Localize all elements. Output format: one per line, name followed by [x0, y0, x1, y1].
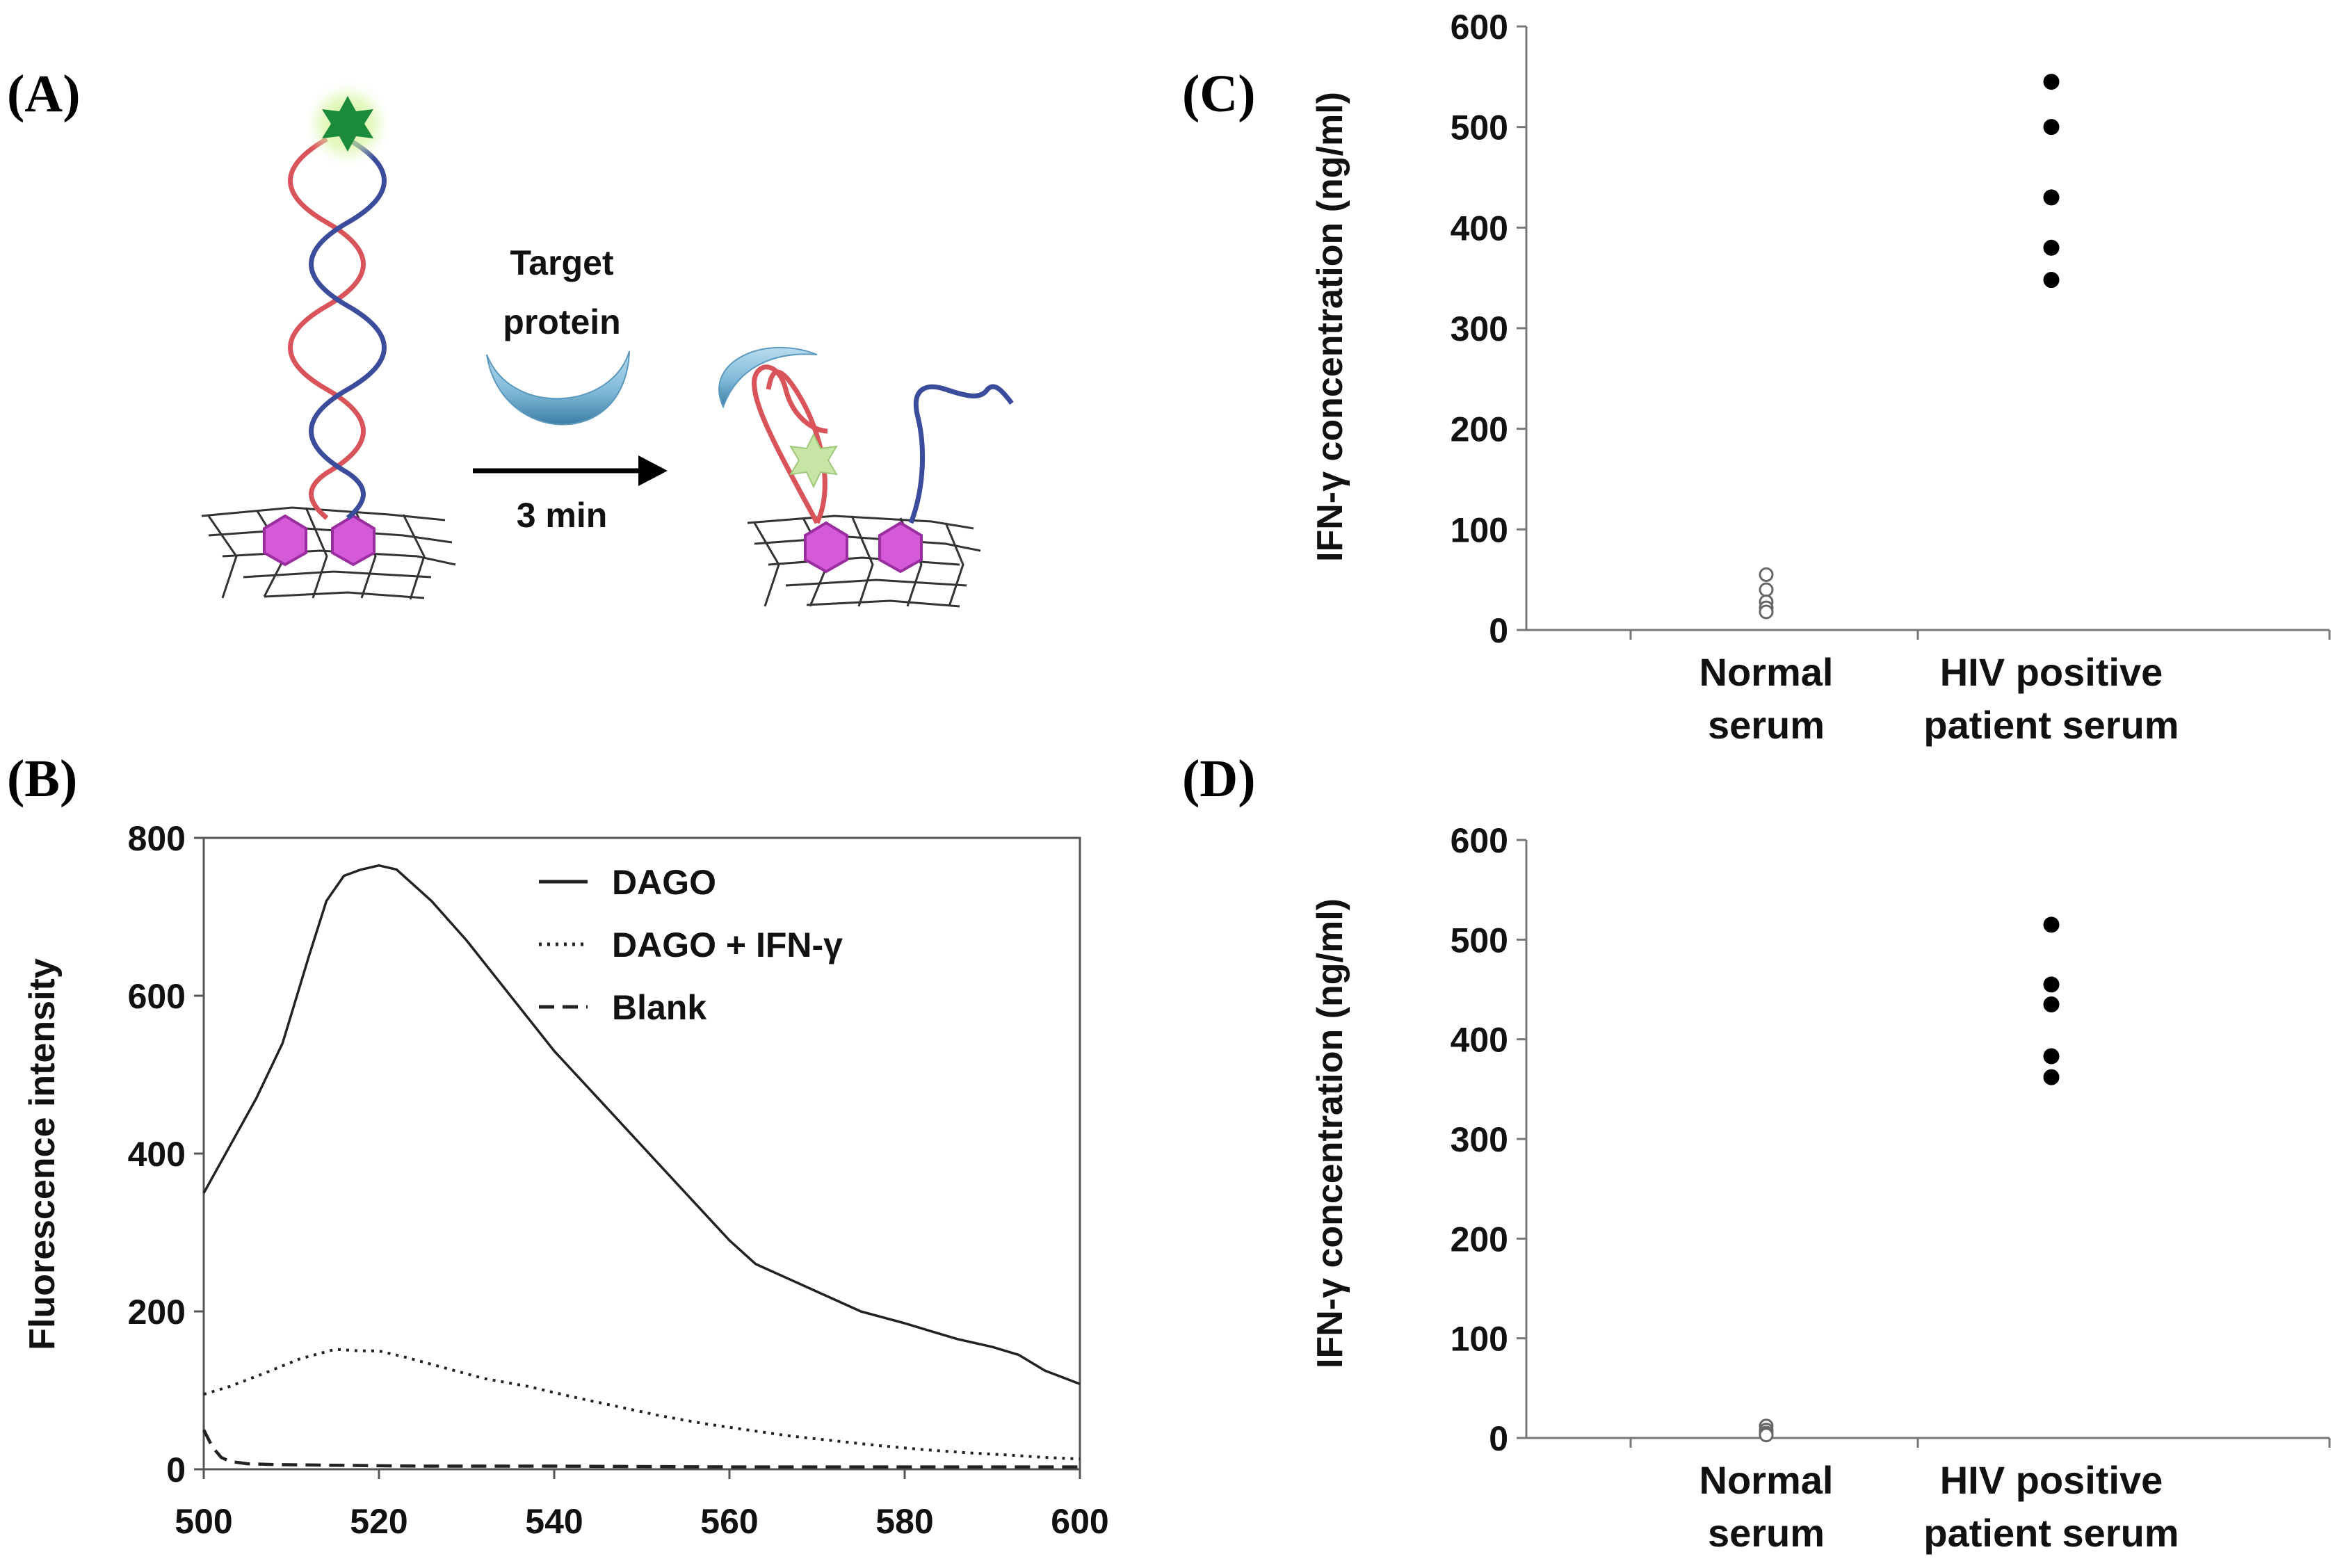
arrow-label-target: Target: [510, 243, 613, 282]
panel-b-label: (B): [7, 750, 77, 808]
panel-d-ytick-label: 100: [1451, 1320, 1508, 1359]
panel-b-spectra-chart: (B) Fluorescence intensity 0 200 400 600 800…: [7, 750, 1109, 1541]
panel-c-scatter-chart: (C) IFN-γ concentration (ng/ml) 0 100 200 3…: [1182, 8, 2331, 747]
panel-c-point-normal: [1759, 604, 1774, 620]
panel-c-point-hiv: [2043, 239, 2060, 256]
panel-c-ytick-label: 600: [1451, 8, 1508, 47]
panel-b-legend: DAGO DAGO + IFN-γ Blank: [539, 863, 843, 1027]
panel-d-ylabel: IFN-γ concentration (ng/ml): [1310, 898, 1350, 1368]
quenched-star-icon: [789, 433, 838, 489]
panel-c-point-hiv: [2043, 119, 2060, 136]
panel-c-ytick-label: 200: [1451, 410, 1508, 449]
panel-d-ytick-label: 400: [1451, 1021, 1508, 1060]
panel-d-category-label: serum: [1708, 1511, 1825, 1555]
panel-d-label: (D): [1182, 750, 1256, 808]
complement-strand-blue: [309, 136, 387, 520]
panel-b-ylabel: Fluorescence intensity: [22, 958, 63, 1350]
panel-b-series-dashed: [202, 1429, 1080, 1469]
panel-b-ytick-label: 800: [128, 819, 186, 858]
panel-d-scatter-chart: (D) IFN-γ concentration (ng/ml) 0 100 200 3…: [1182, 750, 2331, 1555]
panel-b-plot-frame: [202, 836, 1081, 1471]
panel-c-category-label: HIV positive: [1940, 650, 2163, 694]
hexagon-shape: [804, 521, 848, 574]
panel-d-ytick-label: 500: [1451, 921, 1508, 960]
panel-d-category-label: Normal: [1699, 1458, 1834, 1502]
panel-a-schematic: (A) Target protein 3 min: [7, 65, 1014, 608]
panel-c-category-label: patient serum: [1923, 703, 2179, 747]
panel-b-ytick-label: 600: [128, 977, 186, 1016]
panel-d-ytick-label: 0: [1489, 1419, 1508, 1458]
bound-protein-icon: [718, 346, 818, 409]
arrow-label-time: 3 min: [517, 496, 608, 535]
panel-d-point-hiv: [2043, 1069, 2060, 1085]
panel-c-label: (C): [1182, 65, 1256, 123]
panel-c-point-hiv: [2043, 74, 2060, 90]
panel-c-point-normal: [1759, 582, 1774, 597]
panel-b-xtick-label: 520: [350, 1502, 407, 1541]
legend-label-dago: DAGO: [612, 863, 716, 902]
panel-b-series-dotted: [203, 1348, 1081, 1461]
legend-label-blank: Blank: [612, 988, 706, 1027]
panel-d-ytick-label: 200: [1451, 1220, 1508, 1259]
hexagon-shape: [331, 514, 375, 567]
panel-c-category-label: Normal: [1699, 650, 1834, 694]
folded-aptamer-strand: [752, 364, 828, 524]
pyrene-hexagons-right: [804, 521, 923, 574]
panel-c-ytick-label: 400: [1451, 209, 1508, 248]
panel-b-ytick-label: 200: [128, 1293, 186, 1332]
panel-c-point-hiv: [2043, 189, 2060, 206]
panel-b-ytick-label: 400: [128, 1135, 186, 1174]
panel-c-ylabel: IFN-γ concentration (ng/ml): [1310, 92, 1350, 562]
panel-b-xtick-label: 580: [875, 1502, 933, 1541]
hexagon-shape: [263, 514, 307, 567]
panel-b-series-solid: [202, 864, 1081, 1386]
graphene-sheet-left: [201, 506, 456, 600]
fluorophore-star-icon: [322, 96, 373, 152]
panel-d-ytick-label: 300: [1451, 1120, 1508, 1159]
hexagon-shape: [878, 521, 923, 574]
aptamer-strand-red: [288, 136, 366, 520]
reaction-arrowhead: [638, 455, 668, 486]
panel-c-ytick-label: 100: [1451, 510, 1508, 549]
panel-d-point-hiv: [2043, 916, 2060, 933]
panel-b-xtick-label: 600: [1051, 1502, 1108, 1541]
panel-b-xtick-label: 540: [525, 1502, 583, 1541]
panel-d-ytick-label: 600: [1451, 821, 1508, 860]
panel-d-category-label: HIV positive: [1940, 1458, 2163, 1502]
panel-c-ytick-label: 0: [1489, 611, 1508, 650]
panel-a-label: (A): [7, 65, 81, 123]
panel-d-category-label: patient serum: [1923, 1511, 2179, 1555]
panel-d-point-normal: [1759, 1428, 1774, 1443]
panel-b-xtick-label: 560: [700, 1502, 758, 1541]
panel-c-ytick-label: 500: [1451, 108, 1508, 147]
panel-c-point-normal: [1759, 567, 1774, 582]
panel-d-point-hiv: [2043, 1048, 2060, 1065]
legend-label-dago-ifn: DAGO + IFN-γ: [612, 926, 843, 964]
panel-b-xtick-label: 500: [175, 1502, 232, 1541]
graphene-sheet-right: [747, 515, 981, 608]
arrow-label-protein: protein: [503, 302, 620, 341]
panel-d-point-hiv: [2043, 976, 2060, 993]
panel-b-ytick-label: 0: [166, 1450, 186, 1489]
panel-c-category-label: serum: [1708, 703, 1825, 747]
panel-d-point-hiv: [2043, 996, 2060, 1012]
target-protein-icon: [486, 350, 630, 426]
released-complement-strand: [908, 384, 1014, 524]
panel-c-ytick-label: 300: [1451, 309, 1508, 348]
panel-c-point-hiv: [2043, 272, 2060, 289]
